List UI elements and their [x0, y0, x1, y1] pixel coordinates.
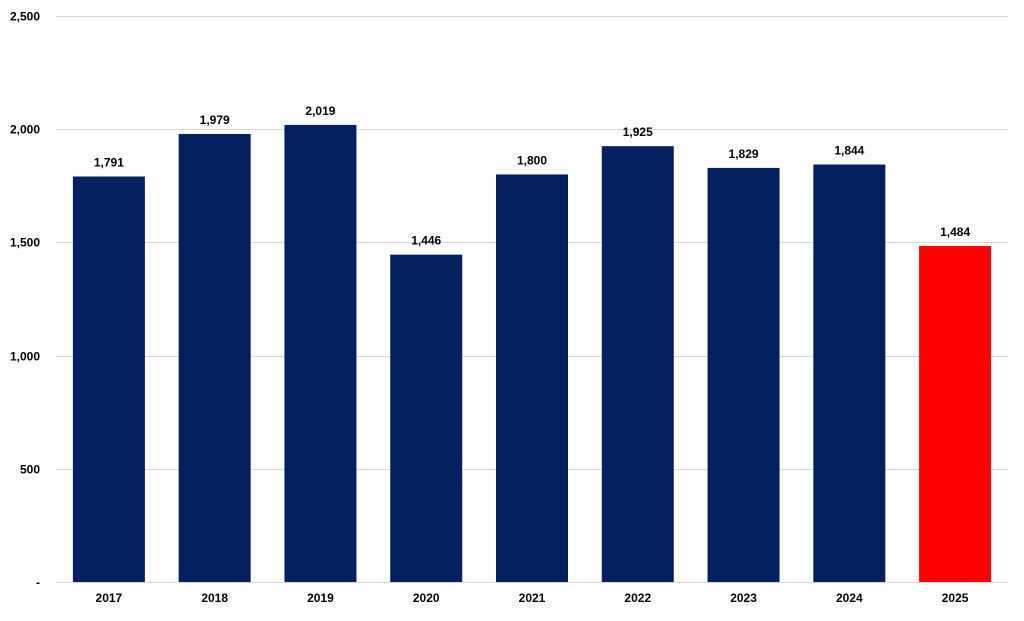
y-axis: - 500 1,000 1,500 2,000 2,500	[10, 10, 40, 590]
x-tick-label-2017: 2017	[96, 591, 123, 605]
bar-2017	[72, 176, 145, 583]
x-tick-label-2021: 2021	[519, 591, 546, 605]
y-tick-label: 1,500	[10, 236, 40, 250]
data-label-2023: 1,829	[729, 147, 759, 161]
bar-2022	[601, 146, 674, 582]
x-tick-label-2019: 2019	[307, 591, 334, 605]
data-label-2019: 2,019	[305, 104, 335, 118]
y-tick-label: 2,500	[10, 10, 40, 24]
x-tick-label-2018: 2018	[201, 591, 228, 605]
bar-2020	[390, 254, 463, 582]
y-tick-label: 1,000	[10, 350, 40, 364]
bar-2021	[496, 174, 568, 583]
y-tick-label: -	[36, 576, 40, 590]
data-label-2022: 1,925	[623, 125, 653, 139]
bar-2019	[284, 124, 357, 582]
bar-2023	[707, 167, 780, 582]
data-label-2021: 1,800	[517, 153, 547, 167]
data-label-2020: 1,446	[411, 234, 441, 248]
x-axis: 2017 2018 2019 2020 2021 2022 2023 2024 2025	[96, 591, 969, 605]
x-tick-label-2024: 2024	[836, 591, 863, 605]
data-label-2024: 1,844	[834, 144, 864, 158]
bar-2025	[919, 246, 992, 582]
bar-2024	[813, 164, 886, 582]
x-tick-label-2025: 2025	[942, 591, 969, 605]
x-tick-label-2020: 2020	[413, 591, 440, 605]
bar-2018	[178, 133, 251, 582]
y-tick-label: 2,000	[10, 123, 40, 137]
bars	[72, 124, 992, 583]
data-label-2018: 1,979	[200, 113, 230, 127]
x-tick-label-2023: 2023	[730, 591, 757, 605]
data-labels: 1,791 1,979 2,019 1,446 1,800 1,925 1,829 1,844…	[94, 104, 971, 248]
x-tick-label-2022: 2022	[624, 591, 651, 605]
data-label-2017: 1,791	[94, 156, 124, 170]
data-label-2025: 1,484	[940, 225, 970, 239]
y-tick-label: 500	[20, 463, 40, 477]
